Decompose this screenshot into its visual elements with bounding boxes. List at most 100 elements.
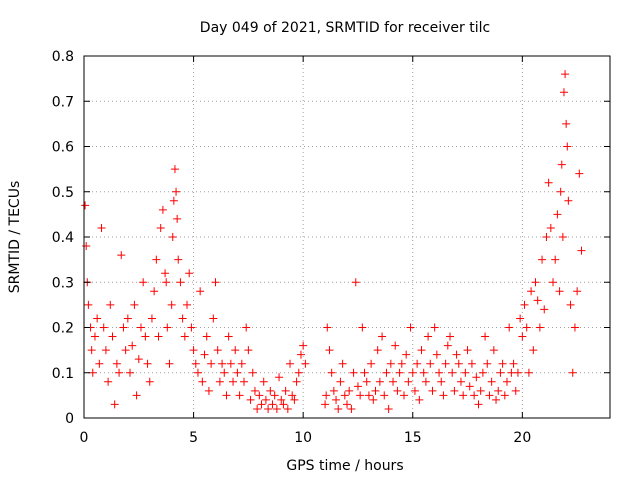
data-point: [134, 355, 143, 364]
data-point: [362, 377, 371, 386]
data-point: [106, 300, 115, 309]
data-point: [558, 233, 567, 241]
data-point: [292, 377, 301, 386]
data-point: [448, 368, 457, 377]
data-point: [563, 142, 572, 151]
data-point: [110, 400, 119, 409]
y-axis-label: SRMTID / TECUs: [7, 181, 23, 294]
data-point: [406, 323, 415, 332]
data-point: [373, 346, 382, 355]
data-point: [487, 377, 496, 386]
data-point: [386, 359, 395, 368]
data-point: [531, 278, 540, 287]
data-point: [549, 278, 558, 287]
data-point: [187, 323, 196, 332]
data-point: [375, 377, 384, 386]
data-point: [463, 346, 472, 355]
data-point: [474, 400, 483, 409]
data-point: [349, 368, 358, 377]
data-point: [511, 386, 520, 395]
data-point: [286, 359, 295, 368]
data-point: [360, 368, 369, 377]
data-point: [570, 323, 579, 332]
data-point: [226, 359, 235, 368]
data-point: [459, 391, 468, 400]
x-tick-label: 10: [294, 430, 312, 446]
data-point: [233, 368, 242, 377]
data-point: [215, 377, 224, 386]
data-point: [176, 278, 185, 287]
data-point: [476, 386, 485, 395]
data-point: [472, 373, 481, 382]
data-point: [546, 223, 555, 232]
data-point: [130, 300, 139, 309]
data-point: [538, 255, 547, 264]
data-point: [299, 341, 308, 350]
data-point: [553, 210, 562, 219]
data-point: [371, 386, 380, 395]
data-point: [544, 178, 553, 187]
data-point: [559, 88, 568, 97]
data-point: [432, 350, 441, 359]
data-point: [561, 70, 570, 79]
data-point: [158, 205, 167, 214]
data-point: [88, 368, 97, 377]
data-point: [193, 368, 202, 377]
data-point: [156, 223, 165, 232]
data-point: [90, 332, 99, 341]
data-point: [509, 359, 518, 368]
data-point: [467, 359, 476, 368]
data-point: [213, 346, 222, 355]
data-point: [562, 119, 571, 128]
data-point: [340, 391, 349, 400]
data-point: [505, 323, 514, 332]
data-point: [296, 350, 305, 359]
data-point: [185, 269, 194, 278]
y-tick-label: 0.3: [52, 275, 74, 291]
data-point: [413, 359, 422, 368]
data-point: [95, 359, 104, 368]
data-point: [255, 391, 264, 400]
data-point: [301, 359, 310, 368]
data-point: [456, 377, 465, 386]
data-point: [428, 386, 437, 395]
data-point: [173, 214, 182, 223]
data-point: [229, 377, 238, 386]
data-point: [478, 368, 487, 377]
x-tick-label: 5: [189, 430, 198, 446]
data-point: [163, 323, 172, 332]
data-point: [336, 377, 345, 386]
data-point: [180, 332, 189, 341]
data-point: [522, 323, 531, 332]
data-point: [496, 368, 505, 377]
data-point: [220, 368, 229, 377]
x-tick-label: 15: [404, 430, 422, 446]
data-point: [439, 391, 448, 400]
data-point: [277, 395, 286, 404]
data-point: [239, 377, 248, 386]
data-point: [347, 404, 356, 413]
data-point: [117, 251, 126, 260]
data-point: [568, 368, 577, 377]
data-point: [417, 346, 426, 355]
data-point: [136, 323, 145, 332]
data-point: [516, 314, 525, 323]
data-point: [465, 382, 474, 391]
data-point: [281, 386, 290, 395]
data-point: [145, 377, 154, 386]
data-point: [437, 377, 446, 386]
data-point: [250, 386, 259, 395]
data-point: [211, 278, 220, 287]
data-point: [128, 341, 137, 350]
data-point: [196, 287, 205, 296]
data-point: [294, 368, 303, 377]
data-point: [327, 368, 336, 377]
data-point: [279, 400, 288, 409]
data-point: [268, 400, 277, 409]
data-point: [104, 377, 113, 386]
data-point: [513, 368, 522, 377]
data-point: [202, 332, 211, 341]
data-point: [492, 395, 501, 404]
data-point: [207, 359, 216, 368]
